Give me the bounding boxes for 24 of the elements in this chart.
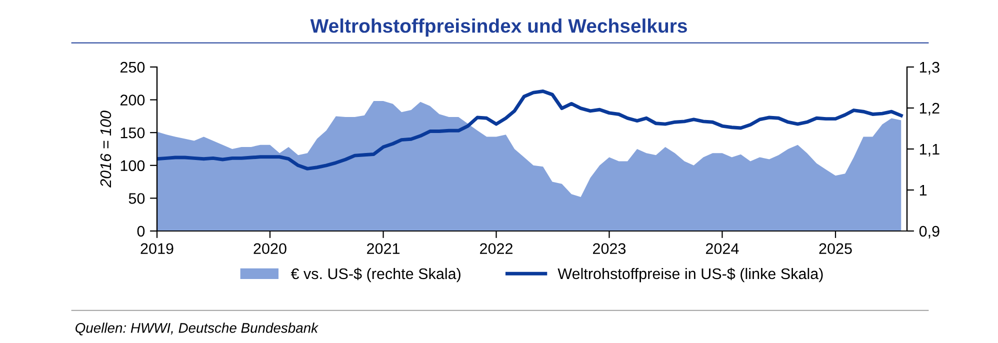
y2-tick-label: 1,2: [920, 102, 940, 116]
y2-tick-label: 1,3: [920, 62, 940, 74]
x-tick-label: 2021: [367, 243, 400, 254]
y-tick-label: 0: [137, 226, 145, 237]
x-tick-label: 2019: [140, 243, 174, 254]
x-tick-label: 2024: [706, 243, 739, 254]
source-note: Quellen: HWWI, Deutsche Bundesbank: [76, 322, 319, 336]
y-axis-title: 2016 = 100: [100, 110, 112, 188]
y-tick-label: 200: [120, 94, 145, 106]
y-tick-label: 250: [120, 62, 145, 73]
y-tick-label: 150: [120, 127, 145, 138]
y-tick-label: 100: [120, 160, 145, 172]
chart-title: Weltrohstoffpreisindex und Wechselkurs: [310, 18, 687, 37]
y2-tick-label: 0,9: [919, 226, 940, 238]
legend-label: € vs. US-$ (rechte Skala): [290, 268, 460, 282]
x-tick-label: 2023: [593, 243, 626, 254]
legend-label: Weltrohstoffpreise in US-$ (linke Skala): [558, 268, 823, 282]
x-tick-label: 2022: [480, 243, 512, 254]
y2-tick-label: 1: [920, 185, 927, 196]
x-tick-label: 2025: [819, 243, 852, 254]
y2-tick-label: 1,1: [920, 144, 940, 156]
y-tick-label: 50: [128, 193, 145, 204]
x-tick-label: 2020: [254, 243, 286, 254]
line-series: [157, 90, 903, 170]
